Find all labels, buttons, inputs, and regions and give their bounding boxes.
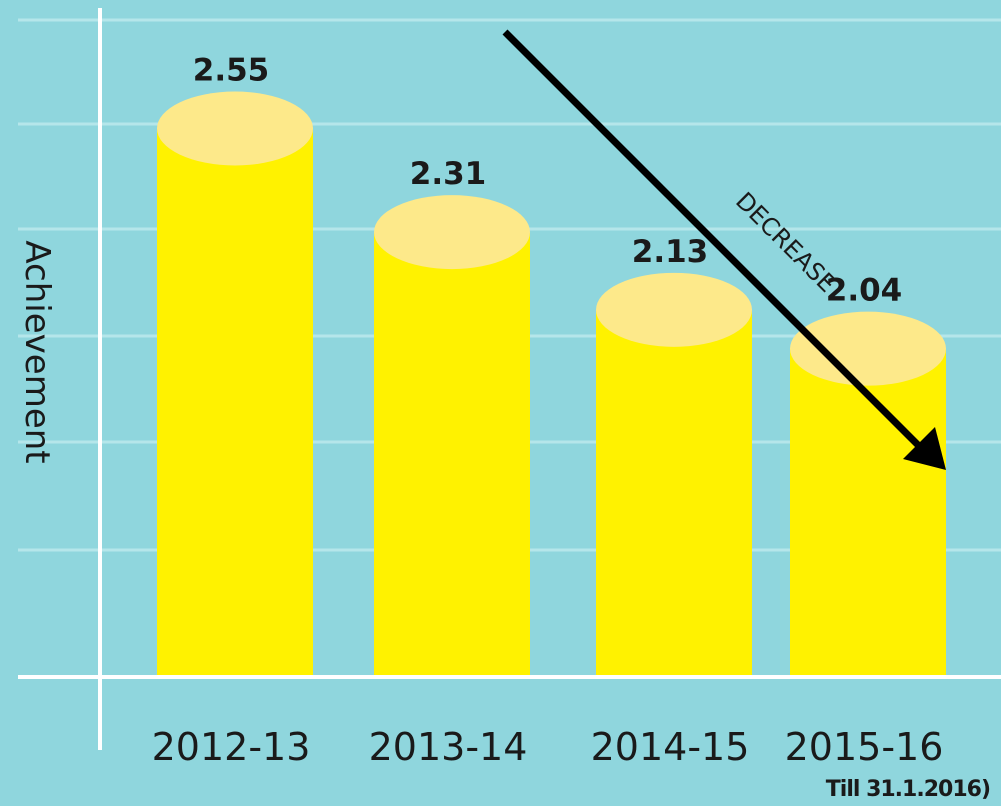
decrease-annotation: DECREASE bbox=[730, 187, 841, 298]
data-label: 2.31 bbox=[410, 156, 487, 192]
data-label: 2.04 bbox=[826, 273, 903, 309]
x-tick-note: Till 31.1.2016) bbox=[826, 777, 990, 802]
bar-body bbox=[374, 232, 530, 677]
x-tick-label: 2015-16 bbox=[785, 725, 944, 769]
bar-top bbox=[790, 311, 946, 386]
bar-body bbox=[790, 348, 946, 677]
bar-2013-14 bbox=[374, 195, 530, 677]
data-labels: 2.55 2.31 2.13 2.04 bbox=[193, 53, 903, 309]
bar-2015-16 bbox=[790, 311, 946, 677]
bars bbox=[157, 91, 946, 677]
decrease-arrow-line bbox=[502, 29, 925, 452]
bar-2014-15 bbox=[596, 272, 752, 677]
x-tick-labels: 2012-13 2013-14 2014-15 2015-16 Till 31.1.20… bbox=[152, 725, 991, 802]
bar-top bbox=[374, 195, 530, 270]
arrow-head-icon bbox=[903, 427, 946, 470]
data-label: 2.13 bbox=[632, 234, 709, 270]
bar-body bbox=[596, 309, 752, 677]
bar-2012-13 bbox=[157, 91, 313, 677]
data-label: 2.55 bbox=[193, 53, 270, 89]
bar-top bbox=[157, 91, 313, 166]
x-tick-label: 2014-15 bbox=[591, 725, 750, 769]
x-tick-label: 2012-13 bbox=[152, 725, 311, 769]
x-tick-label: 2013-14 bbox=[369, 725, 528, 769]
bar-top bbox=[596, 272, 752, 347]
bar-body bbox=[157, 128, 313, 677]
y-axis-label: Achievement bbox=[17, 240, 57, 463]
